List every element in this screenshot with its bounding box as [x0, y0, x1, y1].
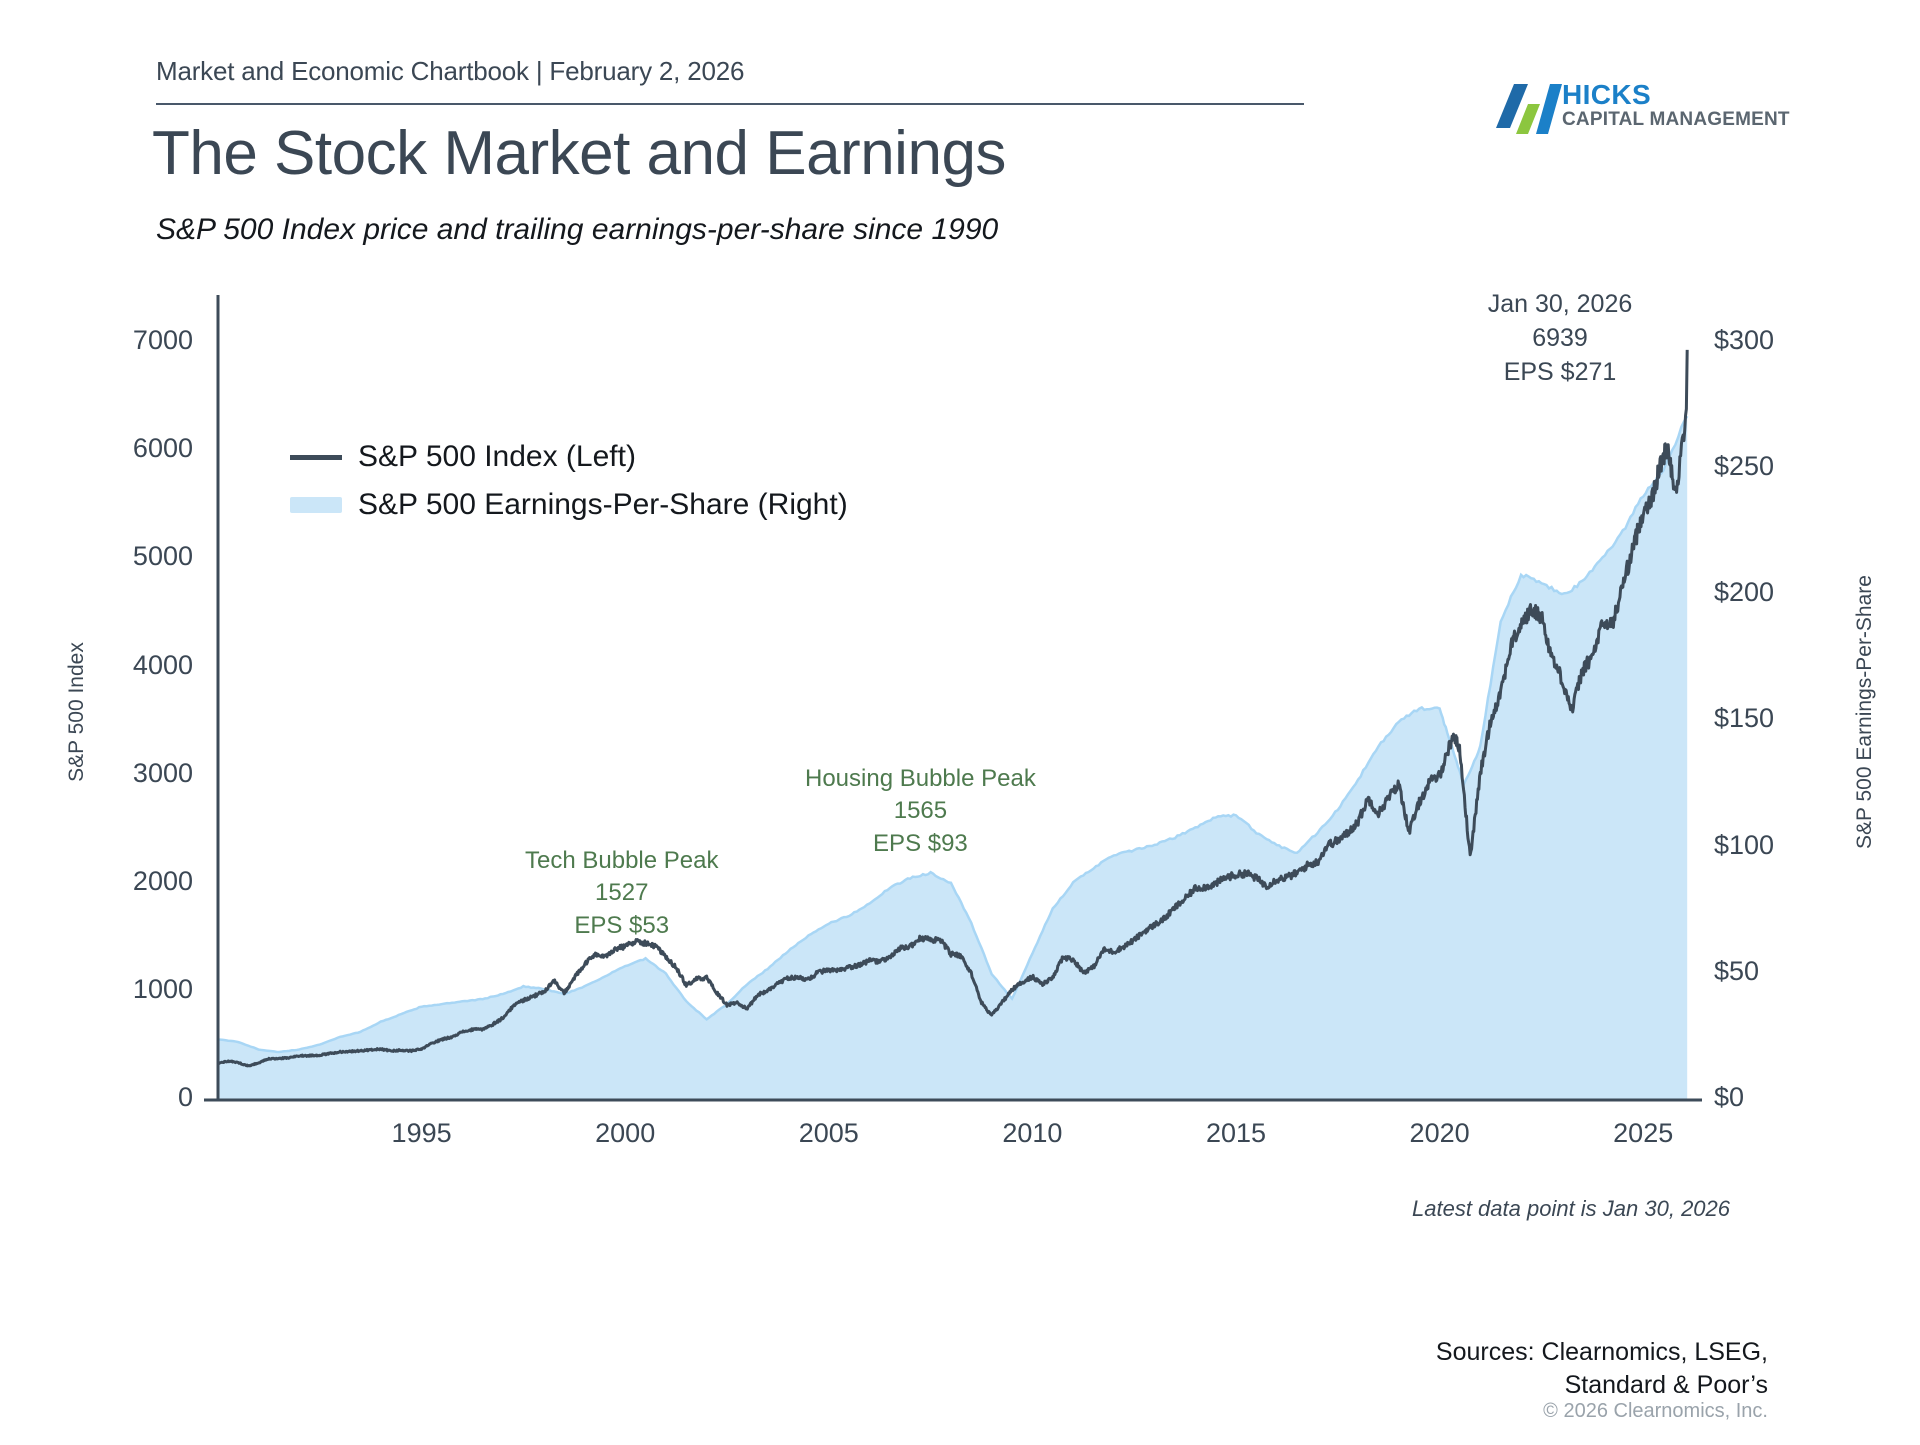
hicks-logo	[1492, 78, 1772, 140]
x-tick-2000: 2000	[595, 1118, 656, 1148]
y2-tick-usd200: $200	[1714, 577, 1775, 608]
legend-label-index: S&P 500 Index (Left)	[358, 440, 636, 473]
y2-tick-usd150: $150	[1714, 703, 1775, 734]
chartbook-kicker: Market and Economic Chartbook | February…	[156, 56, 745, 86]
annotation-housing-title: Housing Bubble Peak	[805, 765, 1036, 792]
y2-tick-usd50: $50	[1714, 955, 1760, 986]
logo-company-subtitle: CAPITAL MANAGEMENT	[1562, 109, 1790, 131]
y-tick-2000: 2000	[132, 865, 193, 896]
x-tick-2020: 2020	[1409, 1118, 1470, 1148]
y2-tick-usd250: $250	[1714, 451, 1775, 482]
page-subtitle: S&P 500 Index price and trailing earning…	[156, 213, 999, 246]
logo-company-name: HICKS	[1562, 79, 1652, 110]
annotation-latest-eps: EPS $271	[1503, 357, 1617, 386]
legend-swatch-eps	[290, 497, 342, 513]
page-title: The Stock Market and Earnings	[152, 119, 1006, 188]
latest-data-point-note: Latest data point is Jan 30, 2026	[1412, 1196, 1731, 1221]
y-tick-0: 0	[177, 1082, 193, 1112]
hicks-logo-text: HICKS CAPITAL MANAGEMENT	[1562, 79, 1790, 131]
y-tick-7000: 7000	[132, 325, 193, 356]
sources-line-2: Standard & Poor’s	[1564, 1371, 1768, 1399]
copyright-note: © 2026 Clearnomics, Inc.	[1543, 1400, 1768, 1422]
annotation-tech-index: 1527	[595, 879, 649, 907]
annotation-latest-date: Jan 30, 2026	[1487, 290, 1633, 318]
annotation-latest-index: 6939	[1532, 323, 1588, 352]
y2-tick-usd0: $0	[1714, 1082, 1745, 1112]
header-divider	[156, 103, 1304, 105]
x-tick-2005: 2005	[798, 1118, 859, 1148]
x-tick-1995: 1995	[391, 1118, 452, 1148]
chart-legend: S&P 500 Index (Left) S&P 500 Earnings-Pe…	[290, 440, 848, 536]
sources-note: Sources: Clearnomics, LSEG, Standard & P…	[1436, 1336, 1768, 1402]
y2-tick-usd100: $100	[1714, 829, 1775, 860]
y-tick-1000: 1000	[132, 973, 193, 1004]
annotation-housing-bubble-peak: Housing Bubble Peak 1565 EPS $93	[805, 763, 1036, 860]
annotation-tech-title: Tech Bubble Peak	[525, 847, 719, 874]
y-tick-4000: 4000	[132, 649, 193, 680]
legend-swatch-index	[290, 454, 342, 460]
sources-line-1: Sources: Clearnomics, LSEG,	[1435, 1338, 1768, 1366]
x-tick-2025: 2025	[1613, 1118, 1674, 1148]
annotation-tech-eps: EPS $53	[574, 911, 670, 939]
y-tick-5000: 5000	[132, 541, 193, 572]
sp500-index-line-series	[216, 349, 1689, 1068]
annotation-latest-value: Jan 30, 2026 6939 EPS $271	[1440, 288, 1680, 389]
legend-item-eps[interactable]: S&P 500 Earnings-Per-Share (Right)	[290, 488, 848, 522]
legend-item-index[interactable]: S&P 500 Index (Left)	[290, 440, 848, 474]
hicks-logo-mark	[1496, 84, 1562, 134]
x-tick-2010: 2010	[1002, 1118, 1063, 1148]
annotation-housing-index: 1565	[893, 797, 948, 825]
y-tick-3000: 3000	[132, 757, 193, 788]
y-tick-6000: 6000	[132, 433, 193, 464]
y2-tick-usd300: $300	[1714, 324, 1775, 355]
right-axis-title: S&P 500 Earnings-Per-Share	[1853, 575, 1876, 849]
eps-area-series	[218, 416, 1688, 1101]
annotation-housing-eps: EPS $93	[873, 829, 968, 857]
legend-label-eps: S&P 500 Earnings-Per-Share (Right)	[358, 488, 848, 521]
x-tick-2015: 2015	[1205, 1118, 1267, 1148]
annotation-tech-bubble-peak: Tech Bubble Peak 1527 EPS $53	[525, 845, 718, 942]
left-axis-title: S&P 500 Index	[65, 642, 88, 782]
